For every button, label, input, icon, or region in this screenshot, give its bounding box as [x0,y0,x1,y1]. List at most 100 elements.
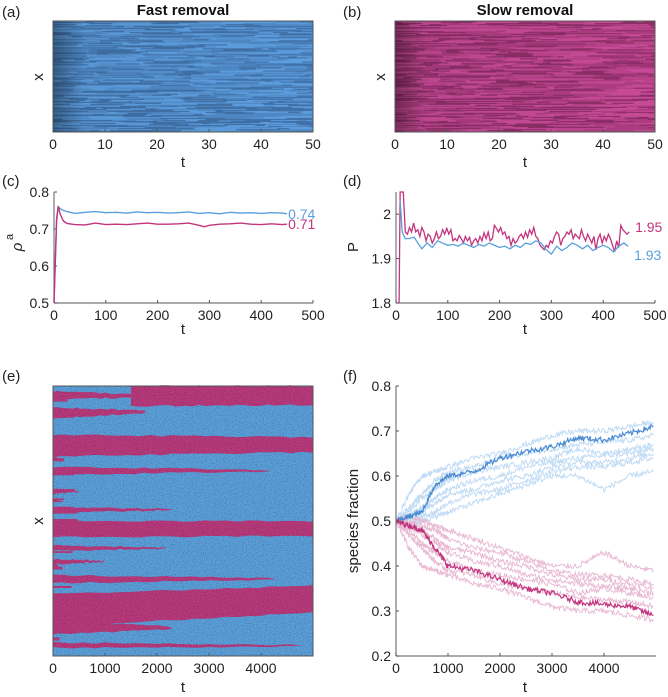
xtick-label: 500 [301,307,325,323]
panel-label-b: (b) [343,4,361,21]
ytick-label: 1.8 [372,295,392,311]
axes-box-e [52,385,314,657]
xlabel-d: t [523,321,528,338]
lines-c: 0.740.71 [53,205,316,304]
line-magenta-4 [395,518,654,597]
xtick-label: 100 [94,307,118,323]
line-fast [53,205,288,304]
xtick-label: 0 [392,307,400,323]
ytick-label: 0.8 [30,184,50,200]
xtick-label: 4000 [245,660,276,676]
lines-d: 1.95 1.93 [398,191,663,304]
xticks-b: 0 10 20 30 40 50 [391,129,663,152]
xlabel-b: t [523,154,528,171]
ytick-label: 1.9 [372,251,392,267]
title-b: Slow removal [477,2,574,19]
xtick-label: 10 [97,136,113,152]
xtick-label: 3000 [536,660,567,676]
ylabel-b: x [372,73,389,81]
ylabel-c: ρ a [4,233,26,252]
line-blue-7 [395,469,654,529]
xtick-label: 500 [643,307,667,323]
line-magenta-2 [395,520,654,610]
ytick-label: 0.2 [372,648,392,664]
xtick-label: 0 [49,660,57,676]
panel-c: (c) 0 100 200 300 400 500 0.5 0.6 0.7 0.8 0.740.7… [2,173,325,338]
ylabel-d: P [345,242,362,252]
xtick-label: 200 [488,307,512,323]
line-slow [53,205,288,304]
xticks-e: 0 1000 2000 3000 4000 [49,653,277,676]
ylabel-c-rho: ρ [9,242,26,252]
xtick-label: 30 [201,136,217,152]
xtick-label: 2000 [141,660,172,676]
ylabel-a: x [30,73,47,81]
line-blue-highlight [395,424,654,524]
axes-f: 0 1000 2000 3000 4000 0.2 0.3 0.4 0.5 0.6 0.7 0.8 [372,378,656,676]
ytick-label: 0.5 [372,513,392,529]
ytick-label: 0.6 [372,468,392,484]
xlabel-f: t [523,679,528,696]
xtick-label: 20 [149,136,165,152]
end-label-fast: 0.74 [288,206,315,222]
end-label-slow: 1.95 [635,219,662,235]
ytick-label: 2 [383,206,391,222]
xtick-label: 40 [253,136,269,152]
ytick-label: 0.6 [30,258,50,274]
xtick-label: 0 [392,660,400,676]
line-fast [399,200,629,256]
xtick-label: 10 [439,136,455,152]
xtick-label: 40 [595,136,611,152]
kymograph-e-speckle [53,386,313,656]
panel-label-e: (e) [2,368,20,385]
xtick-label: 1000 [89,660,120,676]
panel-a: (a) Fast removal 0 10 20 30 40 50 t x [2,2,321,171]
ytick-label: 0.3 [372,603,392,619]
xtick-label: 300 [540,307,564,323]
axes-box-b [394,20,656,133]
end-label-slow: 0.71 [288,216,315,232]
axes-d: 0 100 200 300 400 500 1.8 1.9 2 [372,192,667,323]
ylabel-e: x [30,517,47,525]
xtick-label: 400 [592,307,616,323]
xtick-label: 50 [647,136,663,152]
xtick-label: 30 [543,136,559,152]
line-blue-3 [395,442,654,524]
ytick-label: 0.4 [372,558,392,574]
xtick-label: 2000 [484,660,515,676]
axes-box-a [52,20,314,133]
kymograph-b-early-shade [395,21,655,132]
ylabel-c-sup: a [4,233,16,240]
xlabel-c: t [181,321,186,338]
xlabel-e: t [181,679,186,696]
xtick-label: 0 [391,136,399,152]
panel-label-f: (f) [343,368,357,385]
axes-c: 0 100 200 300 400 500 0.5 0.6 0.7 0.8 [30,184,325,323]
line-magenta-7 [395,513,654,573]
xticks-a: 0 10 20 30 40 50 [49,129,321,152]
line-magenta-3 [395,519,654,600]
xtick-label: 4000 [588,660,619,676]
line-slow [398,191,630,304]
panel-b: (b) Slow removal 0 10 20 30 40 50 t x [343,2,663,171]
line-magenta-highlight [395,517,654,617]
panel-f: (f) 0 1000 2000 3000 40000.20.30.40.50.60.70… [343,368,656,696]
title-a: Fast removal [137,2,230,19]
panel-e: (e) 0 1000 2000 3000 4000 t x [2,368,314,696]
xtick-label: 50 [305,136,321,152]
line-blue-1 [395,419,654,522]
ytick-label: 0.7 [30,221,50,237]
xtick-label: 3000 [193,660,224,676]
ytick-label: 0.8 [372,378,392,394]
ylabel-f: species fraction [345,469,362,573]
lines-f [395,419,654,624]
line-magenta-1 [395,519,654,624]
kymograph-a-early-shade [53,21,313,132]
end-label-fast: 1.93 [634,247,661,263]
xtick-label: 200 [146,307,170,323]
line-blue-6 [395,456,654,526]
panel-label-a: (a) [2,4,20,21]
xtick-label: 1000 [432,660,463,676]
line-blue-4 [395,445,654,523]
